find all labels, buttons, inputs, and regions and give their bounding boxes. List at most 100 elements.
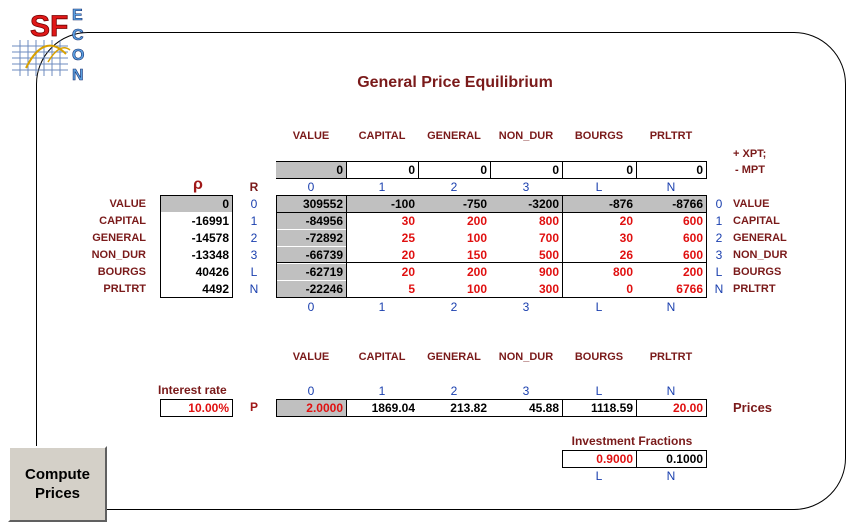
col-index: 1: [378, 300, 386, 314]
rho-cell[interactable]: 4492: [202, 282, 229, 296]
xpt-cell[interactable]: 0: [626, 163, 633, 177]
io-cell[interactable]: 20: [619, 214, 633, 228]
io-cell[interactable]: 600: [682, 231, 703, 245]
investment-fractions-label: Investment Fractions: [571, 434, 693, 448]
value-cell[interactable]: -66739: [276, 247, 346, 263]
rho-cell[interactable]: 40426: [195, 265, 229, 279]
row-index: 0: [250, 197, 258, 211]
io-cell[interactable]: 100: [466, 282, 487, 296]
io-cell[interactable]: 20: [401, 248, 415, 262]
investment-fraction-n: 0.1000: [666, 452, 703, 466]
xpt-label: + XPT;: [733, 148, 767, 160]
io-cell[interactable]: 0: [626, 282, 633, 296]
price-col-index: 2: [450, 384, 458, 398]
xpt-cell[interactable]: 0: [552, 163, 559, 177]
io-cell[interactable]: 6766: [676, 282, 703, 296]
row-index-right: 2: [715, 231, 723, 245]
value-cell[interactable]: -750: [418, 196, 490, 212]
value-cell[interactable]: -8766: [636, 196, 706, 212]
col-header-general: GENERAL: [427, 130, 481, 142]
io-cell[interactable]: 100: [466, 231, 487, 245]
rho-symbol: ρ: [193, 176, 203, 193]
price-cell: 45.88: [528, 401, 559, 415]
svg-text:E: E: [72, 7, 83, 24]
price-col-index: 1: [378, 384, 386, 398]
investment-fraction-l[interactable]: 0.9000: [596, 452, 633, 466]
value-cell[interactable]: -62719: [276, 264, 346, 280]
rho-cell[interactable]: -13348: [191, 248, 229, 262]
io-cell[interactable]: 600: [682, 214, 703, 228]
io-cell[interactable]: 30: [401, 214, 415, 228]
io-cell[interactable]: 26: [619, 248, 633, 262]
value-cell[interactable]: -84956: [276, 213, 346, 229]
interest-rate-input[interactable]: 10.00%: [188, 401, 229, 415]
svg-text:N: N: [72, 67, 84, 84]
price-cell-value[interactable]: 2.0000: [276, 400, 346, 416]
row-label-right: PRLTRT: [733, 283, 776, 295]
col-header-nondur: NON_DUR: [498, 130, 554, 142]
col-index: L: [595, 180, 603, 194]
price-col-index: 3: [522, 384, 530, 398]
mpt-label: - MPT: [735, 164, 765, 176]
io-cell[interactable]: 900: [538, 265, 559, 279]
col-header-bourgs: BOURGS: [574, 130, 624, 142]
row-label-value: VALUE: [109, 198, 146, 210]
value-cell[interactable]: 309552: [276, 196, 346, 212]
xpt-cell[interactable]: 0: [408, 163, 415, 177]
rho-cell[interactable]: 0: [160, 196, 232, 212]
io-cell[interactable]: 30: [619, 231, 633, 245]
interest-rate-label: Interest rate: [158, 383, 227, 397]
price-cell-prltrt[interactable]: 20.00: [672, 401, 703, 415]
price-cell: 1869.04: [371, 401, 415, 415]
row-index-right: 0: [715, 197, 723, 211]
row-index: N: [249, 282, 259, 296]
io-cell[interactable]: 800: [538, 214, 559, 228]
col-header-capital: CAPITAL: [358, 130, 406, 142]
row-label-general: GENERAL: [92, 232, 146, 244]
row-index-right: 1: [715, 214, 723, 228]
rho-cell[interactable]: -16991: [191, 214, 229, 228]
io-cell[interactable]: 25: [401, 231, 415, 245]
row-label-right: GENERAL: [733, 232, 787, 244]
row-label-nondur: NON_DUR: [91, 249, 146, 261]
xpt-cell[interactable]: 0: [480, 163, 487, 177]
prices-label: Prices: [733, 400, 773, 415]
value-cell[interactable]: -876: [562, 196, 636, 212]
value-cell[interactable]: -72892: [276, 230, 346, 246]
io-cell[interactable]: 700: [538, 231, 559, 245]
xpt-cell[interactable]: 0: [696, 163, 703, 177]
io-cell[interactable]: 200: [682, 265, 703, 279]
price-col-index: 0: [307, 384, 315, 398]
io-cell[interactable]: 200: [466, 214, 487, 228]
content-frame: [36, 32, 846, 510]
io-cell[interactable]: 5: [408, 282, 415, 296]
row-index-right: 3: [715, 248, 723, 262]
col-index: 0: [307, 180, 315, 194]
price-col-header: NON_DUR: [498, 351, 554, 363]
io-cell[interactable]: 300: [538, 282, 559, 296]
price-col-header: VALUE: [292, 351, 330, 363]
io-cell[interactable]: 150: [466, 248, 487, 262]
price-col-index: L: [595, 384, 603, 398]
svg-text:C: C: [72, 27, 84, 44]
io-cell[interactable]: 500: [538, 248, 559, 262]
value-cell[interactable]: -100: [346, 196, 418, 212]
r-symbol: R: [249, 180, 259, 194]
price-col-index: N: [666, 384, 676, 398]
rho-cell[interactable]: -14578: [191, 231, 229, 245]
value-cell[interactable]: -22246: [276, 281, 346, 297]
io-cell[interactable]: 800: [612, 265, 633, 279]
xpt-cell[interactable]: 0: [276, 162, 346, 178]
io-cell[interactable]: 600: [682, 248, 703, 262]
row-label-right: NON_DUR: [733, 249, 788, 261]
price-col-header: BOURGS: [574, 351, 624, 363]
value-cell[interactable]: -3200: [490, 196, 562, 212]
col-index: N: [666, 300, 676, 314]
price-col-header: PRLTRT: [649, 351, 693, 363]
row-label-right: VALUE: [733, 198, 770, 210]
io-cell[interactable]: 200: [466, 265, 487, 279]
col-index: N: [666, 180, 676, 194]
investment-index: N: [666, 469, 676, 483]
compute-prices-button[interactable]: Compute Prices: [8, 446, 107, 522]
io-cell[interactable]: 20: [401, 265, 415, 279]
